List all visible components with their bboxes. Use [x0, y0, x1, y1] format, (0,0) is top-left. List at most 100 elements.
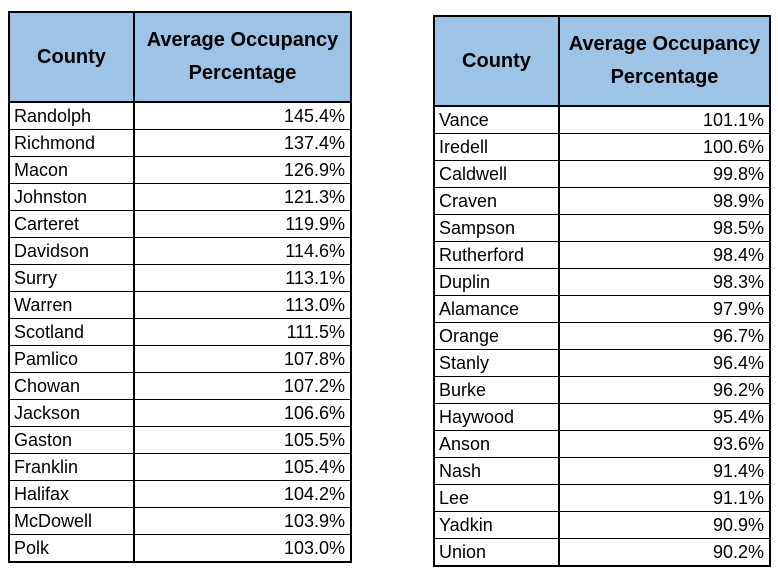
- occupancy-value-cell[interactable]: 96.2%: [558, 376, 771, 404]
- county-cell[interactable]: Alamance: [433, 295, 560, 323]
- occupancy-value-cell[interactable]: 104.2%: [133, 480, 352, 508]
- county-cell[interactable]: Pamlico: [8, 345, 135, 373]
- occupancy-value-cell[interactable]: 107.8%: [133, 345, 352, 373]
- occupancy-value-cell[interactable]: 98.9%: [558, 187, 771, 215]
- occupancy-value-cell[interactable]: 106.6%: [133, 399, 352, 427]
- occupancy-value-cell[interactable]: 114.6%: [133, 237, 352, 265]
- occupancy-value-cell[interactable]: 103.9%: [133, 507, 352, 535]
- occupancy-value-cell[interactable]: 105.5%: [133, 426, 352, 454]
- occupancy-value-cell[interactable]: 111.5%: [133, 318, 352, 346]
- table-row: Craven 98.9%: [433, 187, 771, 215]
- table-row: Anson 93.6%: [433, 430, 771, 458]
- occupancy-value-cell[interactable]: 126.9%: [133, 156, 352, 184]
- county-cell[interactable]: Johnston: [8, 183, 135, 211]
- table-row: Johnston 121.3%: [8, 183, 352, 211]
- table-row: Richmond 137.4%: [8, 129, 352, 157]
- county-cell[interactable]: Richmond: [8, 129, 135, 157]
- occupancy-value-cell[interactable]: 90.9%: [558, 511, 771, 539]
- county-cell[interactable]: Rutherford: [433, 241, 560, 269]
- occupancy-value-cell[interactable]: 93.6%: [558, 430, 771, 458]
- occupancy-value-cell[interactable]: 96.4%: [558, 349, 771, 377]
- county-cell[interactable]: Randolph: [8, 101, 135, 130]
- table-row: Vance 101.1%: [433, 105, 771, 134]
- county-cell[interactable]: Union: [433, 538, 560, 567]
- occupancy-value-cell[interactable]: 101.1%: [558, 105, 771, 134]
- county-cell[interactable]: Warren: [8, 291, 135, 319]
- county-cell[interactable]: Haywood: [433, 403, 560, 431]
- table-row: Haywood 95.4%: [433, 403, 771, 431]
- occupancy-value-cell[interactable]: 99.8%: [558, 160, 771, 188]
- county-cell[interactable]: Orange: [433, 322, 560, 350]
- occupancy-value-cell[interactable]: 105.4%: [133, 453, 352, 481]
- table-body: Randolph 145.4% Richmond 137.4% Macon 126.9% J…: [8, 101, 352, 563]
- occupancy-value-cell[interactable]: 121.3%: [133, 183, 352, 211]
- occupancy-value-cell[interactable]: 96.7%: [558, 322, 771, 350]
- county-cell[interactable]: Halifax: [8, 480, 135, 508]
- county-cell[interactable]: Iredell: [433, 133, 560, 161]
- county-cell[interactable]: Franklin: [8, 453, 135, 481]
- occupancy-value-cell[interactable]: 100.6%: [558, 133, 771, 161]
- table-row: Rutherford 98.4%: [433, 241, 771, 269]
- county-cell[interactable]: Scotland: [8, 318, 135, 346]
- occupancy-value-cell[interactable]: 113.0%: [133, 291, 352, 319]
- occupancy-value-cell[interactable]: 91.1%: [558, 484, 771, 512]
- table-body: Vance 101.1% Iredell 100.6% Caldwell 99.8% Cra…: [433, 105, 771, 567]
- county-cell[interactable]: Vance: [433, 105, 560, 134]
- county-cell[interactable]: Polk: [8, 534, 135, 563]
- occupancy-column-header[interactable]: Average Occupancy Percentage: [133, 11, 352, 103]
- county-cell[interactable]: Jackson: [8, 399, 135, 427]
- county-cell[interactable]: Gaston: [8, 426, 135, 454]
- county-cell[interactable]: Caldwell: [433, 160, 560, 188]
- county-cell[interactable]: Davidson: [8, 237, 135, 265]
- county-cell[interactable]: Burke: [433, 376, 560, 404]
- county-cell[interactable]: Yadkin: [433, 511, 560, 539]
- county-cell[interactable]: Nash: [433, 457, 560, 485]
- table-row: Stanly 96.4%: [433, 349, 771, 377]
- occupancy-column-header[interactable]: Average Occupancy Percentage: [558, 15, 771, 107]
- county-cell[interactable]: Surry: [8, 264, 135, 292]
- occupancy-value-cell[interactable]: 145.4%: [133, 101, 352, 130]
- table-row: Jackson 106.6%: [8, 399, 352, 427]
- occupancy-value-cell[interactable]: 97.9%: [558, 295, 771, 323]
- occupancy-value-cell[interactable]: 98.3%: [558, 268, 771, 296]
- county-column-header[interactable]: County: [8, 11, 135, 103]
- county-cell[interactable]: Chowan: [8, 372, 135, 400]
- occupancy-value-cell[interactable]: 103.0%: [133, 534, 352, 563]
- county-cell[interactable]: Sampson: [433, 214, 560, 242]
- occupancy-value-cell[interactable]: 98.5%: [558, 214, 771, 242]
- table-row: Sampson 98.5%: [433, 214, 771, 242]
- county-cell[interactable]: Duplin: [433, 268, 560, 296]
- table-row: Burke 96.2%: [433, 376, 771, 404]
- table-row: Carteret 119.9%: [8, 210, 352, 238]
- county-cell[interactable]: Anson: [433, 430, 560, 458]
- table-row: Duplin 98.3%: [433, 268, 771, 296]
- occupancy-value-cell[interactable]: 119.9%: [133, 210, 352, 238]
- occupancy-value-cell[interactable]: 98.4%: [558, 241, 771, 269]
- occupancy-value-cell[interactable]: 137.4%: [133, 129, 352, 157]
- table-row: Alamance 97.9%: [433, 295, 771, 323]
- table-row: Yadkin 90.9%: [433, 511, 771, 539]
- occupancy-value-cell[interactable]: 95.4%: [558, 403, 771, 431]
- table-row: Orange 96.7%: [433, 322, 771, 350]
- table-row: Lee 91.1%: [433, 484, 771, 512]
- table-row: Macon 126.9%: [8, 156, 352, 184]
- county-cell[interactable]: Macon: [8, 156, 135, 184]
- county-cell[interactable]: Craven: [433, 187, 560, 215]
- occupancy-value-cell[interactable]: 113.1%: [133, 264, 352, 292]
- table-row: Iredell 100.6%: [433, 133, 771, 161]
- occupancy-value-cell[interactable]: 90.2%: [558, 538, 771, 567]
- county-cell[interactable]: Carteret: [8, 210, 135, 238]
- county-cell[interactable]: Stanly: [433, 349, 560, 377]
- table-row: Caldwell 99.8%: [433, 160, 771, 188]
- county-column-header[interactable]: County: [433, 15, 560, 107]
- table-row: Nash 91.4%: [433, 457, 771, 485]
- occupancy-table-left: County Average Occupancy Percentage Rand…: [8, 11, 352, 563]
- header-row: County Average Occupancy Percentage: [8, 11, 352, 103]
- table-row: Gaston 105.5%: [8, 426, 352, 454]
- county-cell[interactable]: McDowell: [8, 507, 135, 535]
- county-cell[interactable]: Lee: [433, 484, 560, 512]
- table-row: Chowan 107.2%: [8, 372, 352, 400]
- occupancy-value-cell[interactable]: 91.4%: [558, 457, 771, 485]
- occupancy-value-cell[interactable]: 107.2%: [133, 372, 352, 400]
